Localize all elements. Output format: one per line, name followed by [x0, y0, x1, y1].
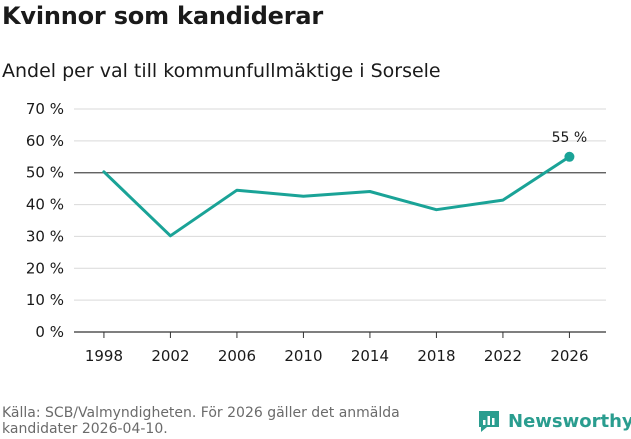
newsworthy-logo-icon — [479, 411, 499, 432]
y-tick-label: 40 % — [26, 196, 64, 214]
x-tick-label: 2010 — [284, 347, 322, 365]
brand: Newsworthy — [476, 408, 631, 434]
data-label-2026: 55 % — [552, 130, 588, 146]
y-tick-label: 60 % — [26, 132, 64, 150]
y-tick-label: 0 % — [35, 323, 64, 341]
x-tick-label: 2002 — [151, 347, 189, 365]
x-tick-label: 2026 — [550, 347, 588, 365]
chart-title: Kvinnor som kandiderar — [2, 2, 324, 30]
x-tick-label: 2022 — [484, 347, 522, 365]
x-tick-label: 2006 — [218, 347, 256, 365]
x-tick-label: 1998 — [85, 347, 123, 365]
y-tick-label: 20 % — [26, 259, 64, 277]
data-point-2026 — [564, 151, 575, 162]
source-note: Källa: SCB/Valmyndigheten. För 2026 gäll… — [2, 405, 400, 437]
line-chart: 0 % 10 % 20 % 30 % 40 % 50 % 60 % 70 % 1998 2002 2… — [26, 100, 606, 365]
series-line — [102, 155, 571, 238]
chart-subtitle: Andel per val till kommunfullmäktige i S… — [2, 60, 441, 82]
y-tick-label: 10 % — [26, 291, 64, 309]
y-tick-label: 50 % — [26, 164, 64, 182]
y-tick-label: 30 % — [26, 227, 64, 245]
brand-name: Newsworthy — [508, 410, 631, 432]
x-tick-label: 2018 — [417, 347, 455, 365]
x-tick-label: 2014 — [351, 347, 389, 365]
y-tick-label: 70 % — [26, 100, 64, 118]
